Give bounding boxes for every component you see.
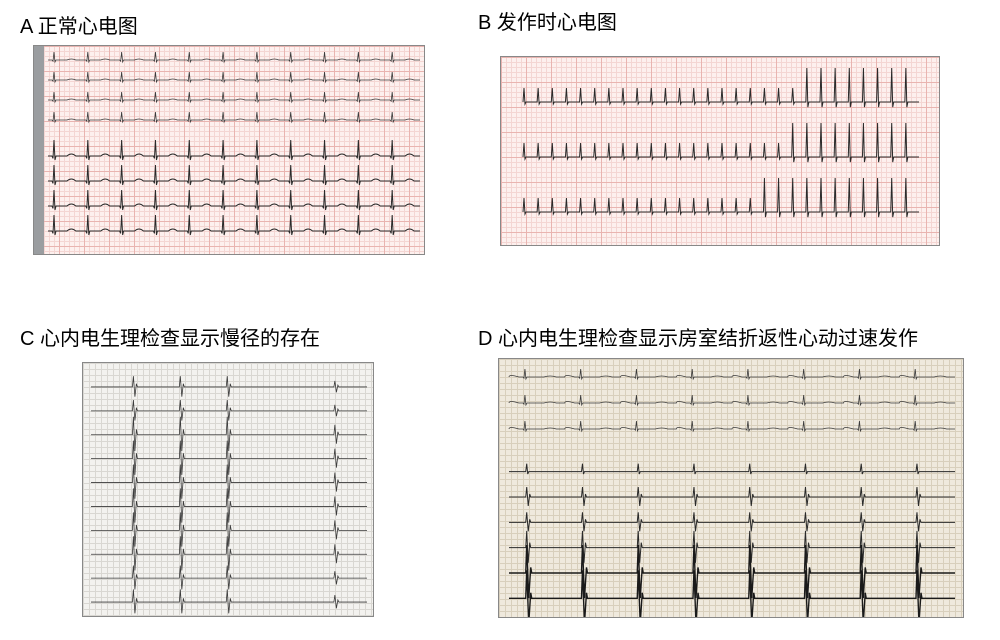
panel-d-svg (499, 359, 964, 618)
panel-d-ecg (498, 358, 964, 618)
panel-a: A 正常心电图 (20, 10, 138, 47)
panel-c-label: C 心内电生理检查显示慢径的存在 (20, 322, 320, 351)
panel-c: C 心内电生理检查显示慢径的存在 (20, 322, 320, 359)
panel-c-ecg (82, 362, 374, 617)
panel-a-svg (34, 46, 425, 255)
panel-b: B 发作时心电图 (478, 6, 617, 43)
panel-a-leftbar (34, 46, 44, 254)
panel-a-ecg (33, 45, 425, 255)
panel-b-label: B 发作时心电图 (478, 6, 617, 35)
panel-c-svg (83, 363, 374, 617)
panel-d: D 心内电生理检查显示房室结折返性心动过速发作 (478, 322, 918, 359)
panel-d-label: D 心内电生理检查显示房室结折返性心动过速发作 (478, 322, 918, 351)
panel-b-svg (501, 57, 940, 246)
panel-a-label: A 正常心电图 (20, 10, 138, 39)
panel-b-ecg (500, 56, 940, 246)
